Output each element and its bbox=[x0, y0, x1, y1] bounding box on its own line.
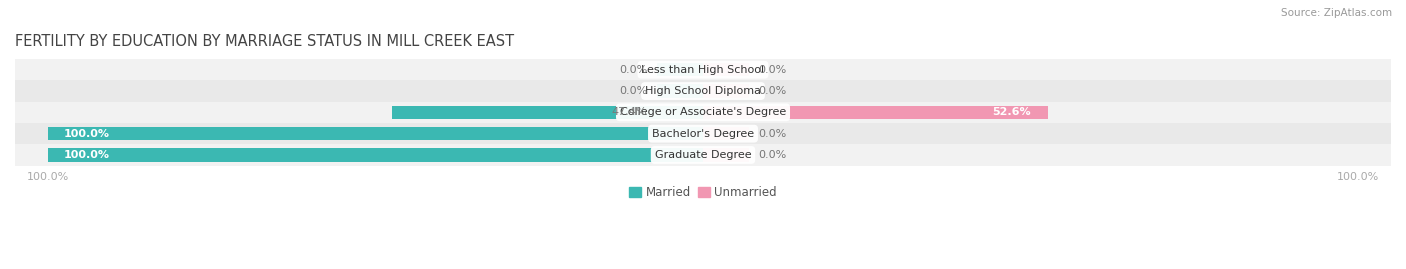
Text: Bachelor's Degree: Bachelor's Degree bbox=[652, 129, 754, 139]
Text: 0.0%: 0.0% bbox=[619, 65, 647, 75]
Bar bbox=[703, 106, 1047, 119]
Bar bbox=[48, 148, 703, 162]
Text: 0.0%: 0.0% bbox=[759, 150, 787, 160]
Bar bbox=[703, 63, 749, 76]
Text: 47.4%: 47.4% bbox=[612, 107, 647, 117]
Bar bbox=[657, 63, 703, 76]
Bar bbox=[703, 148, 749, 162]
Bar bbox=[703, 84, 749, 98]
Text: College or Associate's Degree: College or Associate's Degree bbox=[620, 107, 786, 117]
Legend: Married, Unmarried: Married, Unmarried bbox=[624, 182, 782, 204]
Bar bbox=[15, 80, 1391, 102]
Text: 0.0%: 0.0% bbox=[759, 129, 787, 139]
Text: 100.0%: 100.0% bbox=[65, 129, 110, 139]
Bar bbox=[15, 59, 1391, 80]
Bar bbox=[15, 102, 1391, 123]
Text: FERTILITY BY EDUCATION BY MARRIAGE STATUS IN MILL CREEK EAST: FERTILITY BY EDUCATION BY MARRIAGE STATU… bbox=[15, 34, 515, 49]
Text: Graduate Degree: Graduate Degree bbox=[655, 150, 751, 160]
Text: 0.0%: 0.0% bbox=[619, 86, 647, 96]
Text: 0.0%: 0.0% bbox=[759, 65, 787, 75]
Text: High School Diploma: High School Diploma bbox=[645, 86, 761, 96]
Bar bbox=[657, 84, 703, 98]
Text: 52.6%: 52.6% bbox=[993, 107, 1031, 117]
Text: Source: ZipAtlas.com: Source: ZipAtlas.com bbox=[1281, 8, 1392, 18]
Bar bbox=[392, 106, 703, 119]
Bar bbox=[15, 123, 1391, 144]
Text: 0.0%: 0.0% bbox=[759, 86, 787, 96]
Text: 100.0%: 100.0% bbox=[65, 150, 110, 160]
Bar bbox=[48, 127, 703, 140]
Bar bbox=[703, 127, 749, 140]
Bar bbox=[15, 144, 1391, 166]
Text: Less than High School: Less than High School bbox=[641, 65, 765, 75]
